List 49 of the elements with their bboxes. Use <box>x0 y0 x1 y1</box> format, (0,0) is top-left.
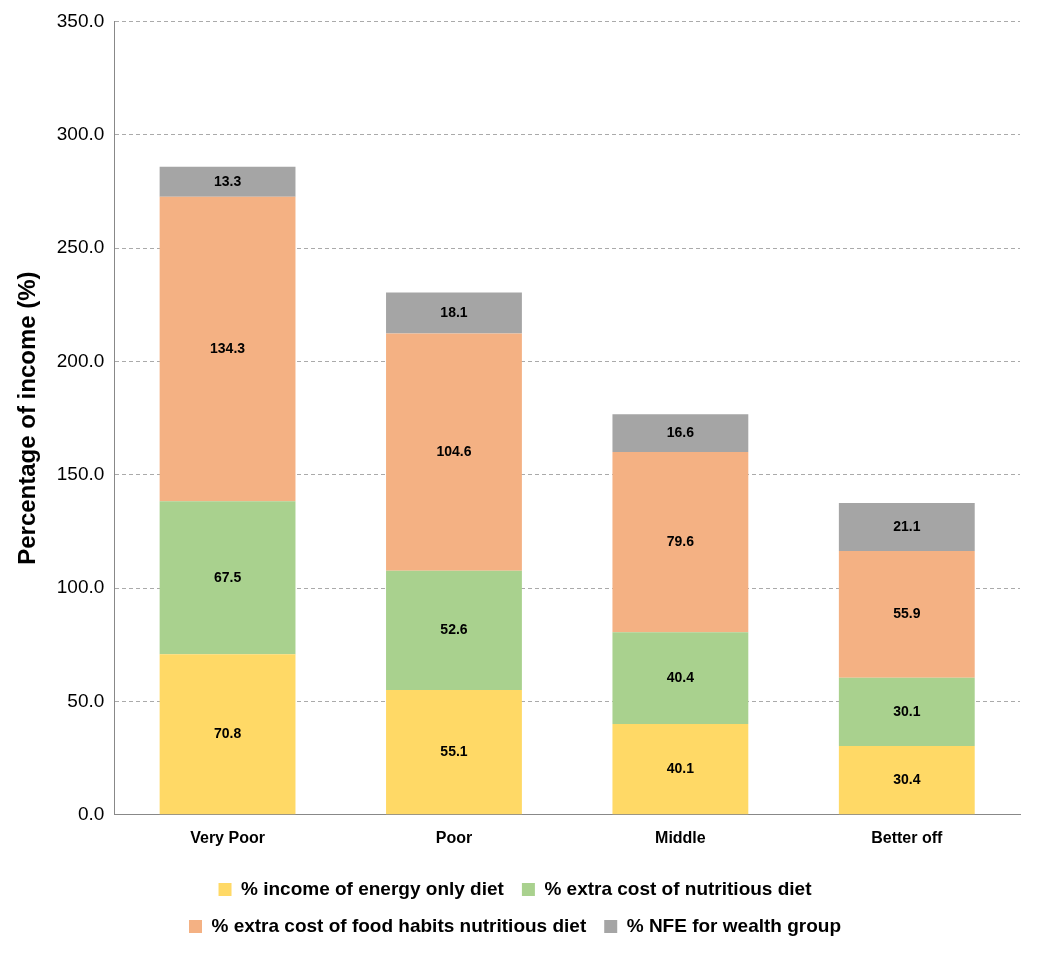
data-label: 16.6 <box>666 423 695 440</box>
data-label: 30.4 <box>893 770 921 787</box>
data-label: 104.6 <box>436 442 472 459</box>
bar <box>838 677 975 746</box>
y-tick-label: 150.0 <box>56 463 105 485</box>
bar <box>838 503 975 551</box>
bar <box>159 166 296 197</box>
y-tick-label: 50.0 <box>67 689 105 711</box>
x-tick-label: Very Poor <box>190 828 265 846</box>
bar <box>386 292 522 334</box>
data-label: 52.6 <box>440 621 468 638</box>
data-label: 40.4 <box>666 668 695 685</box>
data-label: 55.9 <box>893 605 921 622</box>
data-label: 67.5 <box>213 568 242 585</box>
y-tick-label: 0.0 <box>77 803 105 825</box>
x-tick-label: Poor <box>435 828 473 846</box>
y-tick-label: 250.0 <box>56 236 105 258</box>
data-label: 18.1 <box>440 303 468 320</box>
y-tick-label: 300.0 <box>56 122 105 144</box>
data-label: 70.8 <box>213 725 242 742</box>
bar <box>386 570 522 690</box>
data-label: 21.1 <box>893 517 921 534</box>
bar <box>838 550 975 678</box>
bar <box>612 723 749 815</box>
bar <box>838 745 975 815</box>
bar <box>386 333 522 571</box>
data-label: 134.3 <box>210 339 246 356</box>
bar <box>159 654 296 815</box>
legend-label: % income of energy only diet <box>241 877 505 899</box>
bar <box>612 632 749 724</box>
bar <box>612 451 749 633</box>
bar <box>159 501 296 655</box>
data-label: 13.3 <box>213 172 242 189</box>
bar <box>159 196 296 502</box>
legend-label: % NFE for wealth group <box>626 914 842 936</box>
data-label: 79.6 <box>666 532 695 549</box>
legend-label: % extra cost of nutritious diet <box>544 877 813 899</box>
bar <box>386 689 522 815</box>
y-tick-label: 200.0 <box>56 349 105 371</box>
y-tick-label: 100.0 <box>56 576 105 598</box>
x-tick-label: Better off <box>871 828 944 846</box>
y-axis-title: Percentage of income (%) <box>13 271 41 565</box>
legend-label: % extra cost of food habits nutritious diet <box>211 914 587 936</box>
data-label: 55.1 <box>440 742 468 759</box>
data-label: 40.1 <box>666 759 695 776</box>
y-tick-label: 350.0 <box>56 9 105 31</box>
data-label: 30.1 <box>893 702 921 719</box>
x-tick-label: Middle <box>655 828 706 846</box>
bar <box>612 414 749 452</box>
